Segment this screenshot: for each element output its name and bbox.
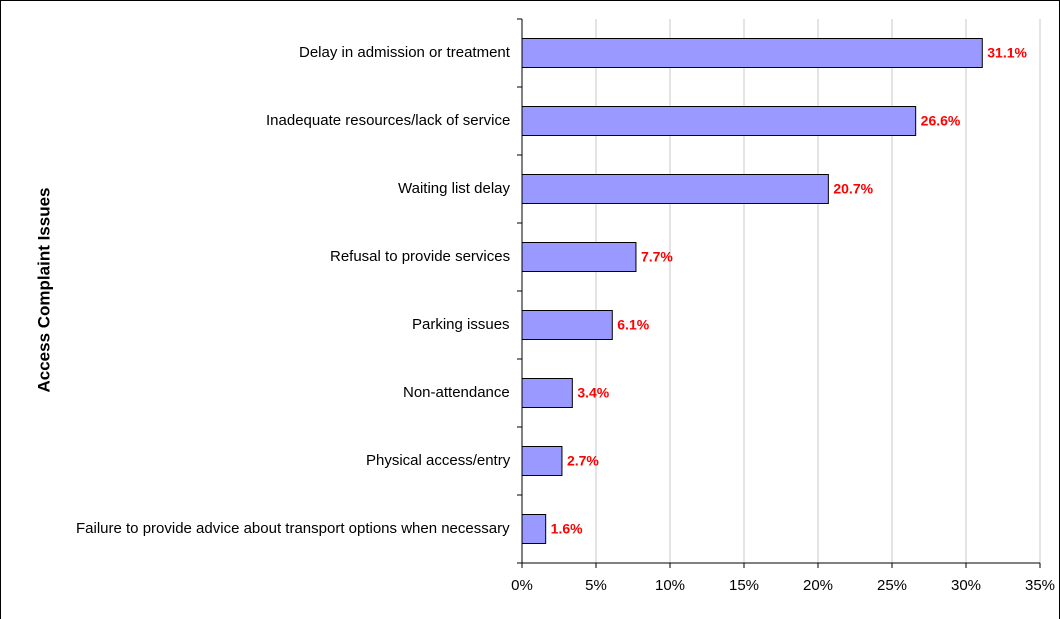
value-label: 6.1% [617, 317, 649, 333]
bar [521, 514, 547, 544]
x-tick-label: 30% [951, 577, 981, 594]
x-tick-label: 25% [877, 577, 907, 594]
category-label: Waiting list delay [398, 180, 510, 197]
bar [521, 106, 917, 136]
value-label: 2.7% [567, 453, 599, 469]
x-tick-label: 20% [803, 577, 833, 594]
bar [521, 242, 637, 272]
category-label: Delay in admission or treatment [299, 44, 510, 61]
value-label: 1.6% [551, 521, 583, 537]
x-tick-label: 5% [585, 577, 607, 594]
bar [521, 310, 613, 340]
category-label: Inadequate resources/lack of service [266, 112, 511, 129]
category-label: Parking issues [412, 316, 510, 333]
bar [521, 174, 829, 204]
value-label: 20.7% [833, 181, 873, 197]
x-tick-label: 35% [1025, 577, 1055, 594]
value-label: 26.6% [921, 113, 961, 129]
x-tick-label: 15% [729, 577, 759, 594]
category-label: Non-attendance [403, 384, 510, 401]
x-tick-label: 0% [511, 577, 533, 594]
category-label: Physical access/entry [366, 452, 511, 469]
category-label: Refusal to provide services [330, 248, 511, 265]
value-label: 7.7% [641, 249, 673, 265]
value-label: 3.4% [577, 385, 609, 401]
bar [521, 378, 573, 408]
y-axis-title: Access Complaint Issues [34, 187, 53, 392]
value-label: 31.1% [987, 45, 1027, 61]
bar [521, 38, 983, 68]
category-label: Failure to provide advice about transpor… [76, 520, 510, 537]
bar [521, 446, 563, 476]
x-tick-label: 10% [655, 577, 685, 594]
